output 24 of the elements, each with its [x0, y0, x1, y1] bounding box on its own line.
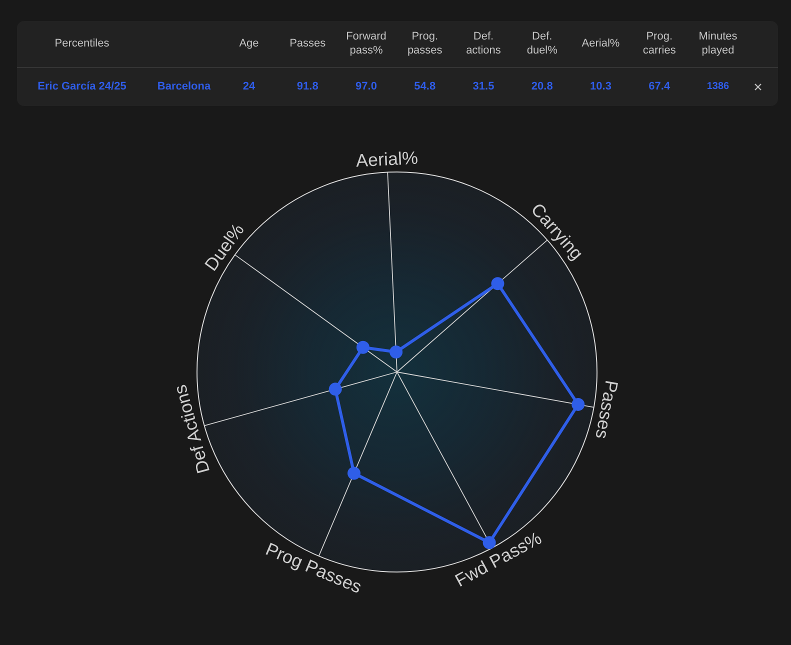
data-label: 67.4: [648, 80, 671, 92]
data-label: Eric García 24/25: [38, 80, 126, 92]
spoke-label: Aerial%: [356, 148, 418, 171]
category-label: Prog. carries: [642, 30, 676, 56]
category-label: Prog. passes: [407, 30, 443, 56]
category-label: Minutes played: [698, 30, 738, 56]
data-label: 91.8: [296, 80, 318, 92]
data-label: 10.3: [590, 80, 612, 92]
spoke-label: Passes: [592, 378, 622, 440]
data-label: 31.5: [472, 80, 494, 92]
data-label: 54.8: [414, 80, 436, 92]
category-label: Percentiles: [54, 38, 110, 50]
data-label: 24: [242, 80, 256, 92]
data-label: 20.8: [531, 80, 553, 92]
data-label: Barcelona: [157, 80, 212, 92]
category-label: Forward pass%: [346, 30, 386, 56]
spoke-label: Def Actions: [170, 382, 214, 476]
category-label: Def. actions: [466, 30, 502, 56]
category-label: Passes: [290, 38, 326, 50]
category-label: Def. duel%: [526, 30, 558, 56]
data-label: 1386: [706, 81, 730, 92]
data-label: 97.0: [356, 80, 377, 92]
category-label: Age: [239, 38, 259, 50]
category-label: Aerial%: [582, 38, 620, 50]
